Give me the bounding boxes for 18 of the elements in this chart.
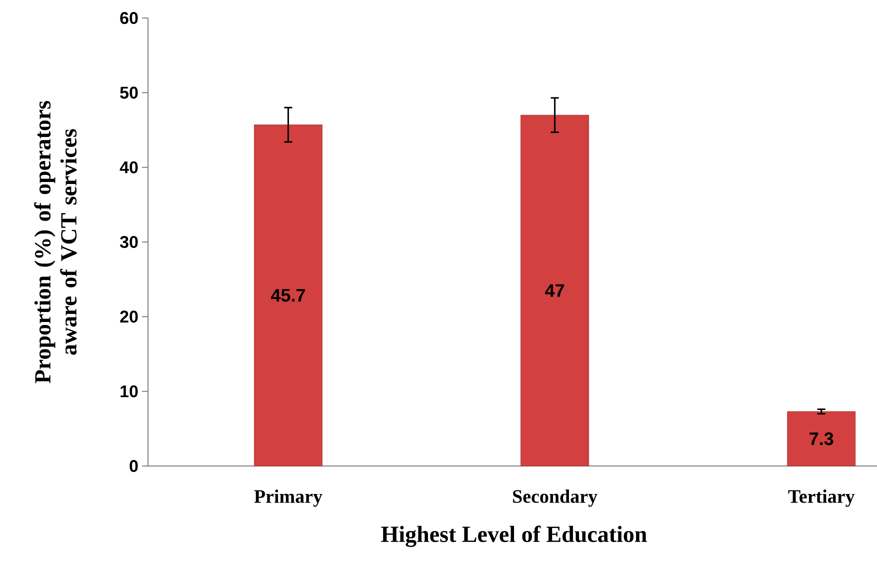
y-tick-label: 30 <box>120 236 138 248</box>
x-axis-title: Highest Level of Education <box>381 526 647 547</box>
x-tick-label: Primary <box>254 490 322 507</box>
y-tick-label: 20 <box>120 310 138 323</box>
bar <box>254 124 322 466</box>
x-tick-label: Tertiary <box>788 490 855 507</box>
data-label: 47 <box>545 284 564 297</box>
y-tick-label: 40 <box>120 161 138 174</box>
data-label: 7.3 <box>810 432 834 446</box>
x-tick-label: Secondary <box>513 490 598 507</box>
y-tick-label: 0 <box>130 460 138 472</box>
bar <box>520 114 589 466</box>
data-label: 45.7 <box>270 289 305 302</box>
y-axis-title: Proportion (%) of operators aware of VCT services <box>34 100 77 384</box>
y-tick-label: 50 <box>120 86 138 99</box>
bar <box>787 411 856 466</box>
y-tick-label: 10 <box>120 385 138 398</box>
y-tick-label: 60 <box>120 12 138 24</box>
